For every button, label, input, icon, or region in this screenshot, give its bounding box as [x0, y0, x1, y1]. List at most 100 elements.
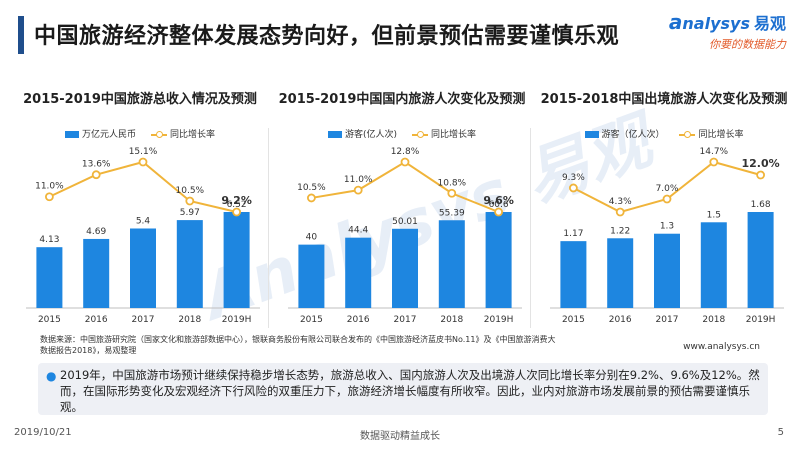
bar	[747, 212, 774, 308]
growth-value-label: 10.8%	[438, 178, 467, 188]
growth-point	[185, 196, 195, 206]
bullet-icon: ●	[46, 369, 57, 383]
bar-value-label: 1.22	[610, 226, 630, 236]
chart-title: 2015-2019中国旅游总收入情况及预测	[23, 92, 257, 107]
growth-line	[48, 160, 237, 213]
bar	[700, 222, 727, 308]
growth-point	[400, 157, 410, 167]
legend-bar-item: 游客（亿人次）	[584, 127, 665, 140]
x-tick-label: 2016	[609, 315, 632, 325]
growth-point	[307, 193, 316, 203]
logo-a-icon: a	[668, 10, 683, 34]
chart-svg: 40 2015 44.4 2016 50.01 2017 55.39 2018 60.6 2019…	[288, 147, 522, 325]
growth-point	[91, 170, 101, 180]
summary-text: 2019年，中国旅游市场预计继续保持稳步增长态势，旅游总收入、国内旅游人次及出境…	[60, 368, 760, 414]
bar	[392, 228, 418, 308]
legend-bar-label: 万亿元人民币	[82, 130, 137, 140]
growth-point	[494, 207, 504, 217]
x-tick-label: 2015	[300, 315, 323, 325]
legend-bar-label: 游客（亿人次）	[601, 130, 665, 140]
bar	[654, 233, 680, 308]
growth-value-label: 11.0%	[35, 182, 64, 192]
x-tick-label: 2018	[702, 315, 725, 325]
bar-value-label: 6.52	[227, 200, 247, 210]
x-tick-label: 2015	[38, 315, 61, 325]
chart-divider	[530, 128, 531, 328]
bar-value-label: 4.13	[39, 235, 59, 245]
growth-value-label: 10.5%	[297, 183, 326, 193]
growth-value-label: 9.2%	[221, 194, 252, 207]
x-tick-label: 2019H	[222, 315, 252, 325]
bar	[438, 220, 465, 308]
growth-point	[615, 207, 625, 217]
x-tick-label: 2019H	[484, 315, 514, 325]
bar-value-label: 1.3	[660, 222, 674, 232]
legend-bar-swatch	[584, 131, 599, 138]
bar	[607, 238, 634, 308]
logo-latin: nalysys	[682, 14, 750, 33]
chart-svg: 1.17 2015 1.22 2016 1.3 2017 1.5 2018 1.68 2019H 9…	[550, 147, 784, 325]
page-number: 5	[777, 427, 784, 438]
footer-date: 2019/10/21	[14, 427, 72, 438]
analysys-logo: analysys 易观 你要的数据能力	[646, 10, 786, 60]
growth-value-label: 9.3%	[562, 173, 585, 183]
x-tick-label: 2017	[656, 315, 679, 325]
legend-bar-swatch	[65, 131, 80, 138]
x-tick-label: 2018	[178, 315, 201, 325]
chart-legend: 游客(亿人次) 同比增长率	[270, 127, 534, 140]
logo-tagline: 你要的数据能力	[709, 38, 786, 51]
chart-legend: 游客（亿人次） 同比增长率	[532, 127, 796, 140]
growth-point	[756, 170, 766, 180]
growth-point	[569, 183, 578, 193]
bar	[485, 212, 512, 308]
growth-point	[353, 185, 363, 195]
bar	[176, 220, 203, 308]
x-tick-label: 2019H	[746, 315, 776, 325]
chart-legend: 万亿元人民币 同比增长率	[8, 127, 272, 140]
chart-title: 2015-2019中国国内旅游人次变化及预测	[278, 92, 526, 107]
bar	[223, 212, 250, 308]
x-tick-label: 2017	[132, 315, 155, 325]
legend-bar-item: 万亿元人民币	[65, 127, 136, 140]
bar	[560, 241, 587, 308]
growth-value-label: 4.3%	[609, 197, 632, 207]
growth-point	[447, 188, 457, 198]
legend-line-label: 同比增长率	[169, 130, 215, 140]
footer-tagline: 数据驱动精益成长	[360, 431, 440, 442]
chart-panel-outbound: 2015-2018中国出境旅游人次变化及预测 游客（亿人次） 同比增长率 1.1…	[532, 80, 796, 330]
bar-value-label: 50.01	[392, 217, 418, 227]
bar-value-label: 1.17	[563, 229, 583, 239]
chart-panel-revenue: 2015-2019中国旅游总收入情况及预测 万亿元人民币 同比增长率 4.13 2…	[8, 80, 272, 330]
x-tick-label: 2016	[347, 315, 370, 325]
bar-value-label: 60.6	[489, 200, 509, 210]
legend-line-swatch	[150, 130, 167, 138]
legend-bar-swatch	[328, 131, 343, 138]
logo-main-text: analysys 易观	[646, 10, 786, 34]
bar-value-label: 40	[306, 233, 318, 243]
data-source-note: 数据来源：中国旅游研究院（国家文化和旅游部数据中心），银联商务股份有限公司联合发…	[40, 335, 556, 355]
growth-point	[45, 192, 54, 202]
chart-divider	[268, 128, 269, 328]
bar	[36, 247, 63, 308]
growth-line	[311, 160, 499, 213]
logo-cn: 易观	[753, 14, 786, 33]
x-tick-label: 2015	[562, 315, 585, 325]
legend-bar-item: 游客(亿人次)	[328, 127, 397, 140]
legend-line-swatch	[679, 130, 696, 138]
growth-value-label: 14.7%	[700, 147, 729, 157]
growth-value-label: 7.0%	[656, 184, 679, 194]
website-link[interactable]: www.analysys.cn	[683, 342, 760, 352]
chart-panel-domestic: 2015-2019中国国内旅游人次变化及预测 游客(亿人次) 同比增长率 40 2…	[270, 80, 534, 330]
x-tick-label: 2017	[394, 315, 417, 325]
growth-point	[232, 207, 242, 217]
bar-value-label: 4.69	[86, 227, 106, 237]
growth-value-label: 10.5%	[176, 186, 205, 196]
bar	[298, 244, 325, 308]
chart-title: 2015-2018中国出境旅游人次变化及预测	[540, 92, 788, 107]
bar-value-label: 5.97	[180, 208, 200, 218]
growth-value-label: 9.6%	[483, 194, 514, 207]
growth-value-label: 13.6%	[82, 160, 111, 170]
legend-line-swatch	[411, 130, 428, 138]
growth-value-label: 11.0%	[344, 175, 373, 185]
legend-line-label: 同比增长率	[698, 130, 744, 140]
